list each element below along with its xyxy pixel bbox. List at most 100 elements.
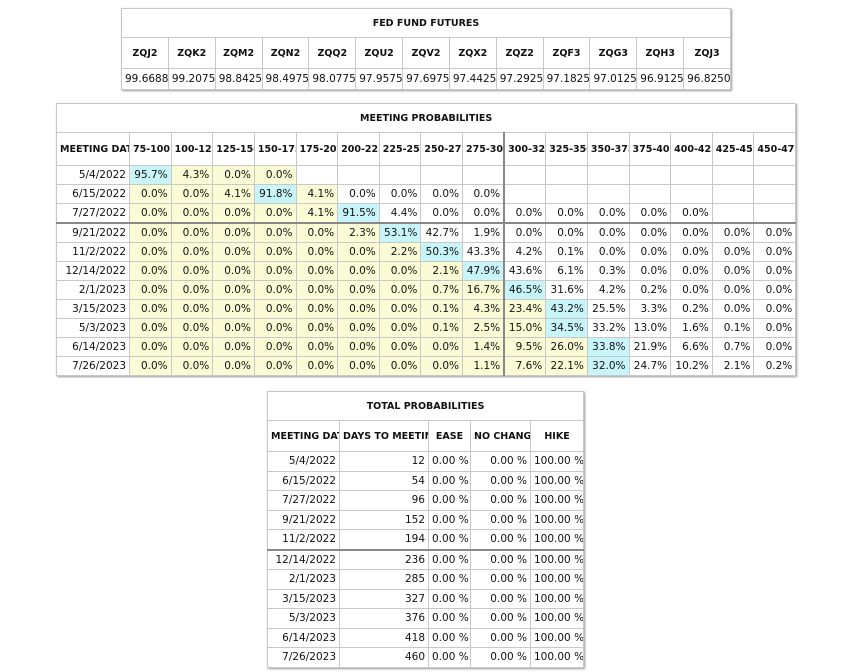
probability-cell: 53.1% [378, 222, 422, 243]
probability-cell: 33.8% [586, 337, 630, 357]
total-probabilities-table: TOTAL PROBABILITIES MEETING DATEDAYS TO … [266, 391, 585, 668]
probability-cell: 0.0% [129, 203, 172, 224]
total-column-header: NO CHANGE [470, 420, 531, 452]
probability-cell: 4.1% [212, 184, 255, 204]
rate-range-header: 200-225 [337, 132, 380, 166]
probability-cell: 0.1% [420, 318, 463, 338]
total-probability-cell: 5/4/2022 [267, 451, 340, 472]
probability-cell: 0.0% [295, 242, 339, 262]
probability-cell: 4.1% [295, 203, 339, 224]
probability-cell: 0.0% [212, 261, 255, 281]
probability-cell: 0.0% [253, 299, 297, 319]
total-probability-row: 6/15/2022 54 0.00 % 0.00 % 100.00 % [267, 470, 585, 491]
total-probability-cell: 100.00 % [529, 608, 585, 629]
probability-cell: 0.0% [753, 242, 797, 262]
total-probability-cell: 0.00 % [428, 608, 471, 629]
probability-cell: 0.3% [586, 261, 630, 281]
probability-cell [753, 165, 797, 185]
meeting-date-cell: 6/14/2023 [56, 337, 130, 357]
probability-cell: 0.0% [337, 356, 380, 376]
probability-cell: 0.0% [586, 203, 630, 224]
probability-cell: 2.2% [378, 242, 422, 262]
probability-cell: 0.0% [711, 280, 755, 300]
probability-cell: 0.0% [337, 318, 380, 338]
probability-cell: 0.0% [295, 280, 339, 300]
probability-cell: 0.0% [420, 337, 463, 357]
total-column-header: HIKE [529, 420, 585, 452]
futures-price-cell: 98.8425 [214, 68, 263, 90]
futures-price-cell: 97.2925 [495, 68, 544, 90]
rate-range-header: 350-375 [586, 132, 630, 166]
fed-fund-futures-values-row: 99.6688 99.2075 98.8425 98.4975 98.0775 97.95… [121, 68, 731, 90]
meeting-date-cell: 3/15/2023 [56, 299, 130, 319]
probability-cell: 0.2% [628, 280, 672, 300]
probability-cell [545, 184, 588, 204]
probability-cell: 2.5% [462, 318, 505, 338]
probability-cell: 0.0% [670, 280, 713, 300]
probability-cell: 32.0% [586, 356, 630, 376]
futures-price-cell: 97.9575 [355, 68, 404, 90]
probability-cell: 0.0% [170, 184, 214, 204]
probability-cell: 91.5% [337, 203, 380, 224]
futures-contract-header: ZQM2 [214, 37, 263, 69]
probability-cell: 0.0% [628, 203, 672, 224]
meeting-date-cell: 2/1/2023 [56, 280, 130, 300]
meeting-probability-row: 9/21/2022 0.0% 0.0% 0.0% 0.0% 0.0% 2.3% 53.1% 42… [56, 222, 797, 243]
probability-cell: 0.0% [378, 184, 422, 204]
probability-cell: 0.0% [711, 261, 755, 281]
total-probability-row: 5/4/2022 12 0.00 % 0.00 % 100.00 % [267, 451, 585, 472]
probability-cell: 2.1% [420, 261, 463, 281]
total-probability-cell: 0.00 % [428, 569, 471, 590]
total-probability-cell: 236 [339, 549, 429, 570]
probability-cell: 0.0% [503, 203, 547, 224]
probability-cell: 16.7% [462, 280, 505, 300]
rate-range-header: 250-275 [420, 132, 463, 166]
probability-cell: 0.0% [129, 318, 172, 338]
total-probability-cell: 0.00 % [428, 647, 471, 668]
probability-cell: 0.0% [503, 222, 547, 243]
rate-range-header: 100-125 [170, 132, 214, 166]
rate-range-header: 125-150 [212, 132, 255, 166]
probability-cell [711, 165, 755, 185]
probability-cell: 0.0% [212, 242, 255, 262]
probability-cell: 0.0% [212, 165, 255, 185]
total-probability-cell: 0.00 % [470, 509, 531, 530]
probability-cell: 4.1% [295, 184, 339, 204]
probability-cell: 0.0% [170, 337, 214, 357]
meeting-date-cell: 7/27/2022 [56, 203, 130, 224]
total-probability-cell: 285 [339, 569, 429, 590]
probability-cell: 0.0% [420, 356, 463, 376]
futures-price-cell: 97.6975 [402, 68, 450, 90]
futures-contract-header: ZQK2 [167, 37, 216, 69]
probability-cell [711, 203, 755, 224]
probability-cell: 0.0% [212, 299, 255, 319]
probability-cell: 0.0% [129, 222, 172, 243]
probability-cell: 0.0% [253, 222, 297, 243]
total-probability-cell: 11/2/2022 [267, 529, 340, 551]
total-probability-cell: 100.00 % [529, 509, 585, 530]
probability-cell: 31.6% [545, 280, 588, 300]
total-probability-row: 11/2/2022 194 0.00 % 0.00 % 100.00 % [267, 529, 585, 551]
total-probability-cell: 376 [339, 608, 429, 629]
futures-contract-header: ZQX2 [448, 37, 497, 69]
total-probability-cell: 5/3/2023 [267, 608, 340, 629]
futures-price-cell: 97.4425 [448, 68, 497, 90]
total-probability-cell: 0.00 % [428, 509, 471, 530]
probability-cell [670, 184, 713, 204]
meeting-date-cell: 11/2/2022 [56, 242, 130, 262]
total-probability-cell: 100.00 % [529, 490, 585, 511]
probability-cell: 2.3% [337, 222, 380, 243]
rate-range-header: 400-425 [670, 132, 713, 166]
probability-cell: 0.0% [378, 356, 422, 376]
total-probability-cell: 0.00 % [470, 490, 531, 511]
probability-cell: 4.3% [170, 165, 214, 185]
total-probability-cell: 0.00 % [470, 470, 531, 491]
probability-cell: 0.0% [670, 222, 713, 243]
futures-contract-header: ZQV2 [402, 37, 450, 69]
total-probability-row: 7/26/2023 460 0.00 % 0.00 % 100.00 % [267, 647, 585, 668]
total-probability-cell: 460 [339, 647, 429, 668]
probability-cell [628, 165, 672, 185]
probability-cell: 4.3% [462, 299, 505, 319]
probability-cell: 43.2% [545, 299, 588, 319]
total-probability-cell: 0.00 % [470, 549, 531, 570]
